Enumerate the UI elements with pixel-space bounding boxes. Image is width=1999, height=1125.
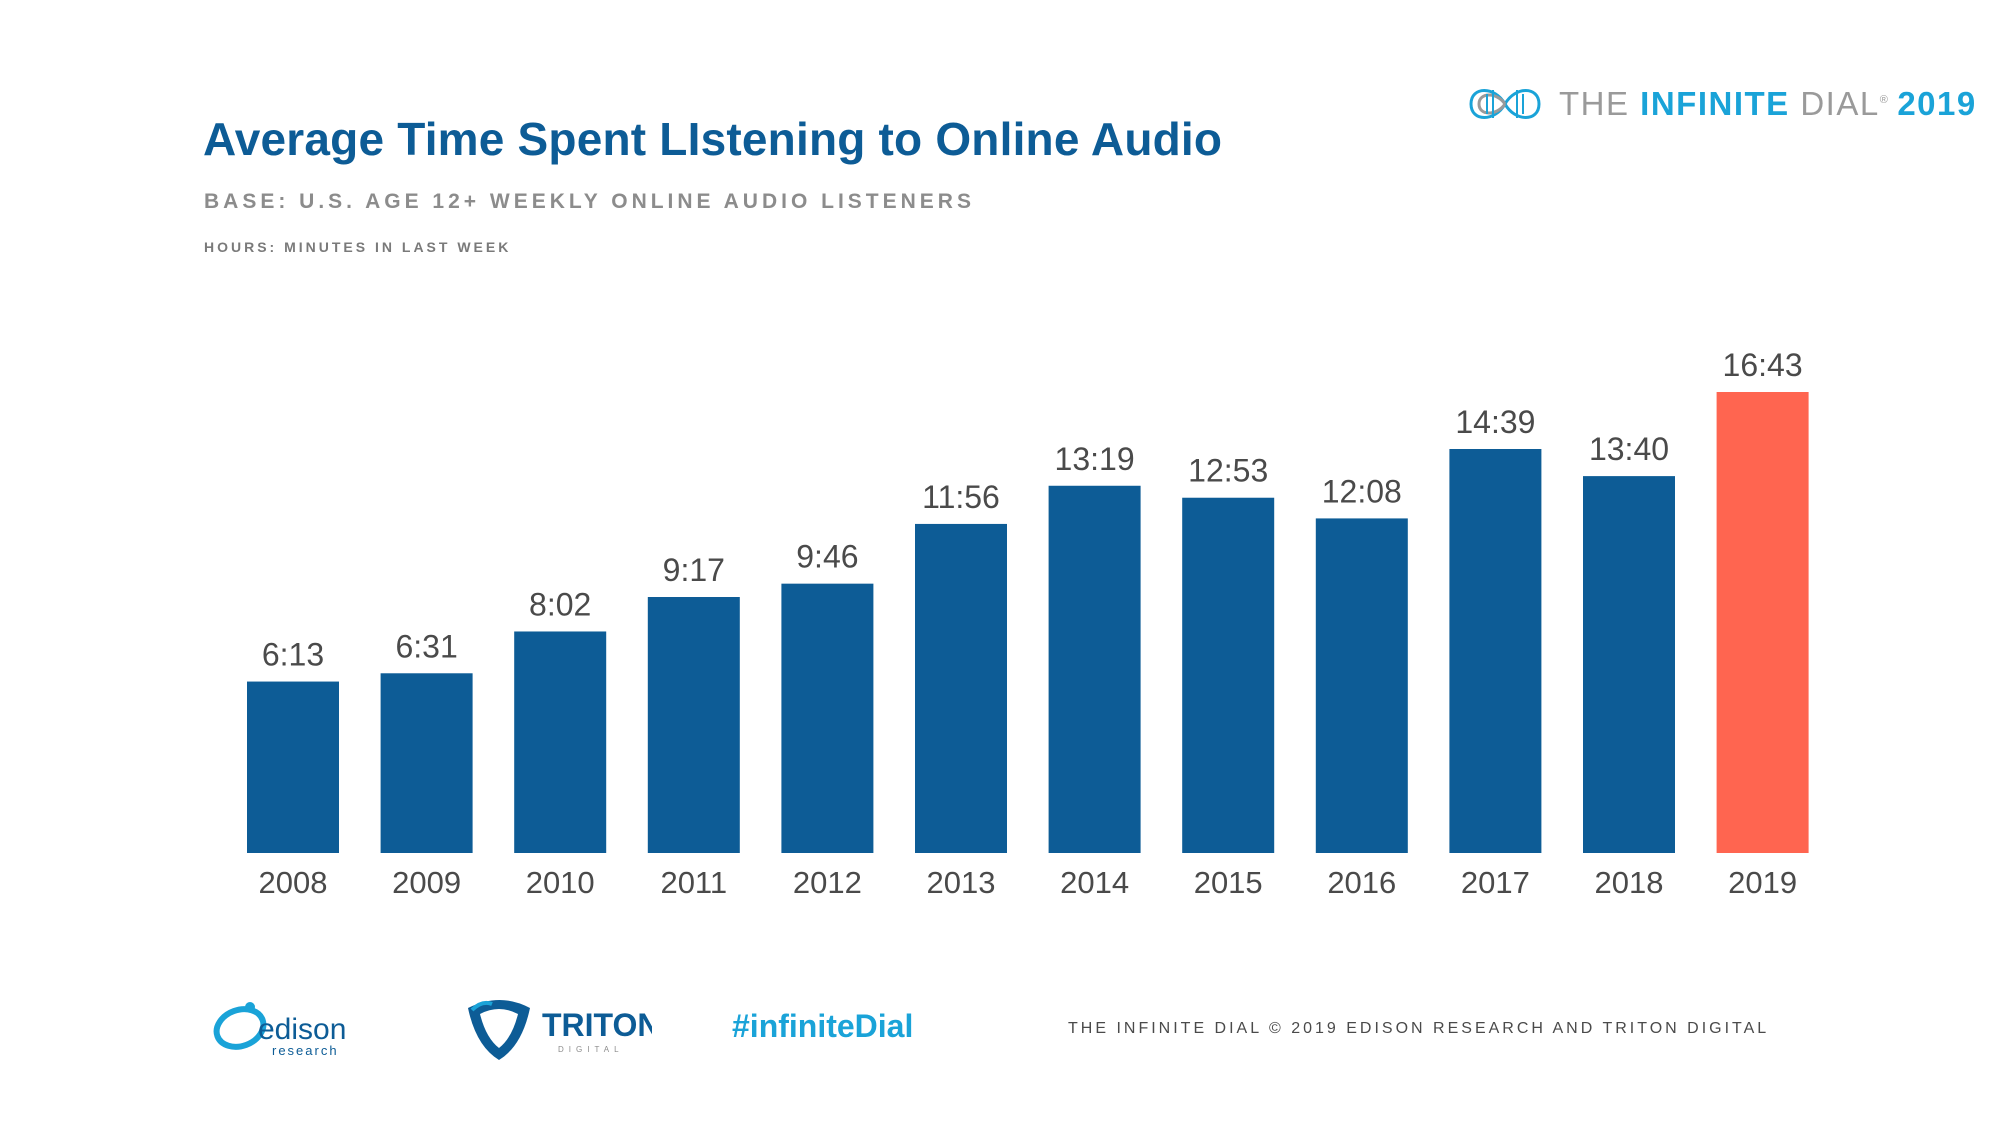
x-tick-label-2018: 2018 <box>1595 865 1664 900</box>
data-label-2014: 13:19 <box>1055 441 1135 477</box>
x-tick-label-2008: 2008 <box>259 865 328 900</box>
copyright-text: THE INFINITE DIAL © 2019 EDISON RESEARCH… <box>1068 1020 1770 1037</box>
data-label-2010: 8:02 <box>529 586 591 622</box>
x-tick-label-2012: 2012 <box>793 865 862 900</box>
hashtag-link[interactable]: #infiniteDial <box>732 1008 914 1044</box>
infinite-dial-brand: THE INFINITE DIAL® 2019 <box>1465 80 1977 128</box>
brand-wordmark: THE INFINITE DIAL® 2019 <box>1559 85 1977 122</box>
edison-research-logo: edison research <box>213 1002 346 1058</box>
data-label-2017: 14:39 <box>1455 404 1535 440</box>
bar-2012 <box>781 583 874 853</box>
triton-digital-logo: TRITON DIGITAL <box>468 1000 652 1060</box>
infinity-logo-icon <box>1469 89 1541 119</box>
bar-2016 <box>1315 518 1408 853</box>
x-tick-label-2011: 2011 <box>660 865 727 900</box>
x-tick-label-2015: 2015 <box>1194 865 1263 900</box>
data-label-2008: 6:13 <box>262 637 324 673</box>
chart-subtitle: BASE: U.S. AGE 12+ WEEKLY ONLINE AUDIO L… <box>204 190 975 213</box>
bar-2018 <box>1583 476 1675 853</box>
bar-2017 <box>1449 449 1542 853</box>
bar-2008 <box>247 681 339 853</box>
data-label-2016: 12:08 <box>1322 473 1402 509</box>
chart-title: Average Time Spent LIstening to Online A… <box>203 113 1223 165</box>
bar-2011 <box>647 597 740 853</box>
data-label-2012: 9:46 <box>796 539 858 575</box>
data-label-2009: 6:31 <box>395 628 457 664</box>
x-tick-label-2017: 2017 <box>1461 865 1530 900</box>
data-label-2011: 9:17 <box>663 552 725 588</box>
data-label-2013: 11:56 <box>922 479 1000 515</box>
svg-text:DIGITAL: DIGITAL <box>558 1045 624 1054</box>
x-tick-label-2013: 2013 <box>927 865 996 900</box>
bar-2009 <box>380 673 473 853</box>
bar-2019 <box>1716 392 1809 853</box>
data-label-2019: 16:43 <box>1723 347 1803 383</box>
svg-text:edison: edison <box>258 1013 346 1046</box>
svg-text:TRITON: TRITON <box>542 1007 652 1043</box>
bar-2015 <box>1182 497 1275 853</box>
bar-2013 <box>915 523 1007 853</box>
data-label-2018: 13:40 <box>1589 431 1669 467</box>
x-tick-label-2014: 2014 <box>1060 865 1129 900</box>
x-tick-label-2019: 2019 <box>1728 865 1797 900</box>
units-note: HOURS: MINUTES IN LAST WEEK <box>204 239 512 255</box>
x-tick-label-2016: 2016 <box>1327 865 1396 900</box>
bar-2014 <box>1048 485 1141 853</box>
x-tick-label-2009: 2009 <box>392 865 461 900</box>
data-label-2015: 12:53 <box>1188 453 1268 489</box>
x-tick-label-2010: 2010 <box>526 865 595 900</box>
svg-text:research: research <box>272 1043 339 1058</box>
bar-2010 <box>514 631 607 853</box>
